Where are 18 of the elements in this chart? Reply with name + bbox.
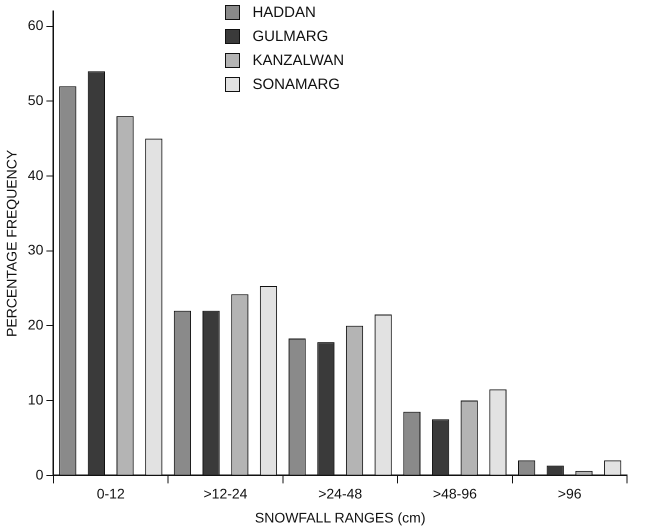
y-tick-label: 20 bbox=[28, 316, 44, 333]
x-tick-label: 0-12 bbox=[96, 486, 125, 502]
y-tick-label: 40 bbox=[28, 166, 44, 183]
legend-label: HADDAN bbox=[252, 4, 316, 20]
y-tick-label: 30 bbox=[28, 242, 44, 258]
y-tick-label: 0 bbox=[36, 466, 44, 482]
x-axis-title: SNOWFALL RANGES (cm) bbox=[254, 509, 426, 526]
legend-label: SONAMARG bbox=[252, 76, 340, 92]
y-tick-label: 50 bbox=[28, 92, 44, 108]
x-tick-label: >24-48 bbox=[318, 486, 362, 502]
legend-label: KANZALWAN bbox=[252, 52, 344, 68]
x-tick-label: >96 bbox=[558, 486, 582, 502]
legend-label: GULMARG bbox=[252, 28, 328, 44]
x-tick-label: >12-24 bbox=[203, 486, 248, 502]
y-tick-label: 10 bbox=[28, 391, 44, 408]
x-tick-label: >48-96 bbox=[432, 486, 478, 502]
y-tick-label: 60 bbox=[28, 17, 44, 34]
y-axis-title: PERCENTAGE FREQUENCY bbox=[3, 149, 20, 338]
